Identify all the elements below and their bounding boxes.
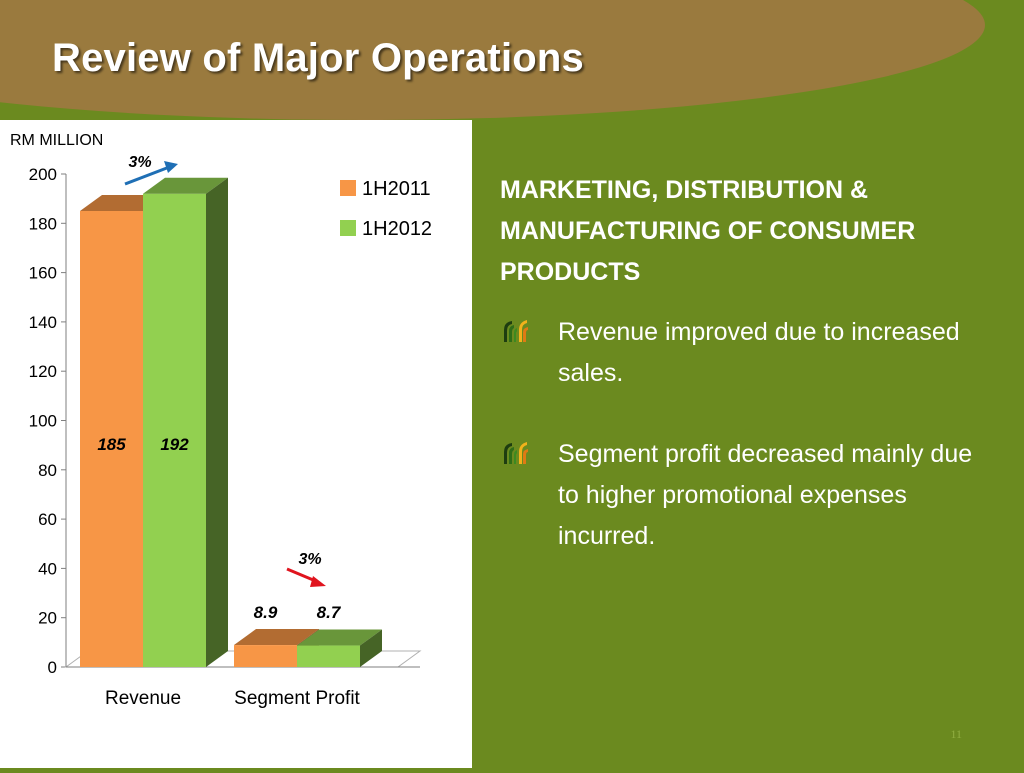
x-tick-label: Revenue xyxy=(105,688,181,709)
bar xyxy=(297,645,360,667)
up-arrow-icon xyxy=(124,164,173,186)
legend-label: 1H2012 xyxy=(362,218,432,240)
change-annotation: 3% xyxy=(128,154,151,171)
leaf-logo-icon xyxy=(504,320,528,342)
data-label: 185 xyxy=(97,435,126,454)
x-tick-label: Segment Profit xyxy=(234,688,360,709)
y-axis-unit-label: RM MILLION xyxy=(10,132,103,149)
bullet-text: Segment profit decreased mainly due to h… xyxy=(558,440,973,550)
bar xyxy=(143,193,206,667)
page-title: Review of Major Operations xyxy=(52,36,584,80)
y-tick-label: 80 xyxy=(38,461,57,480)
bar xyxy=(80,210,143,667)
y-tick-label: 180 xyxy=(29,214,57,233)
legend-swatch xyxy=(340,220,356,236)
bar-top xyxy=(297,629,382,646)
bar xyxy=(234,645,297,667)
chart-panel: 0 20 40 60 80 100 120 140 160 180 200 RM MILLION 185… xyxy=(0,120,472,768)
leaf-logo-icon xyxy=(504,442,528,464)
y-tick-label: 60 xyxy=(38,510,57,529)
y-tick-label: 40 xyxy=(38,559,57,578)
up-arrow-head-icon xyxy=(164,161,178,173)
bar-side xyxy=(360,629,382,667)
bullet-text: Revenue improved due to increased sales. xyxy=(558,318,960,387)
page-number: 11 xyxy=(950,727,962,741)
legend-swatch xyxy=(340,180,356,196)
y-tick-label: 100 xyxy=(29,412,57,431)
change-annotation: 3% xyxy=(298,551,321,568)
section-heading: MARKETING, DISTRIBUTION & MANUFACTURING … xyxy=(500,176,916,286)
bar-chart: 0 20 40 60 80 100 120 140 160 180 200 RM MILLION 185… xyxy=(10,132,432,709)
y-tick-label: 200 xyxy=(29,165,57,184)
y-tick-label: 120 xyxy=(29,362,57,381)
legend-label: 1H2011 xyxy=(362,178,431,200)
data-label: 192 xyxy=(160,435,189,454)
bar-top xyxy=(234,629,319,646)
y-tick-label: 160 xyxy=(29,264,57,283)
bar-side xyxy=(206,177,228,667)
y-tick-label: 140 xyxy=(29,313,57,332)
data-label: 8.9 xyxy=(254,603,278,622)
title-band: Review of Major Operations xyxy=(0,0,1024,120)
y-tick-label: 20 xyxy=(38,609,57,628)
data-label: 8.7 xyxy=(317,603,342,622)
bar-top xyxy=(143,177,228,194)
down-arrow-head-icon xyxy=(310,576,326,587)
description-panel: MARKETING, DISTRIBUTION & MANUFACTURING … xyxy=(472,120,1024,768)
y-tick-label: 0 xyxy=(48,658,57,677)
